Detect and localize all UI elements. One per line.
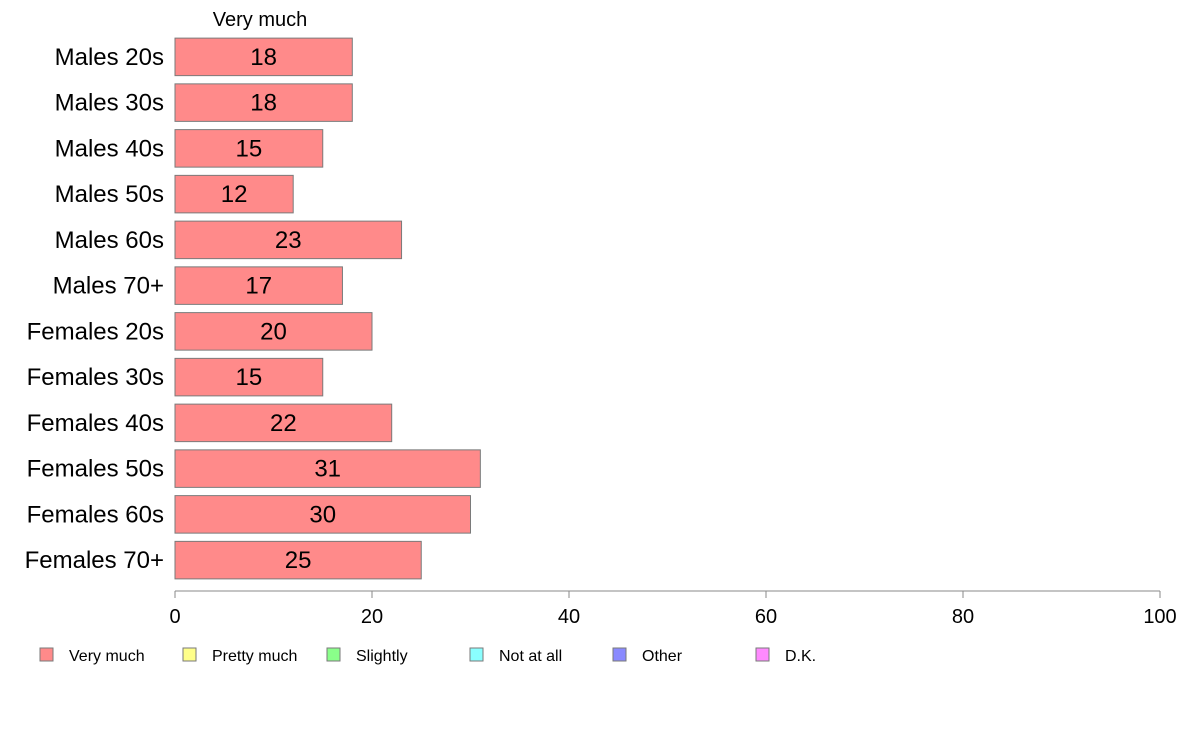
- legend-swatch: [755, 647, 770, 662]
- bar-value-label: 15: [236, 135, 263, 162]
- bar: [174, 37, 353, 77]
- legend: Very much Pretty much Slightly Not at all Ot…: [39, 647, 816, 665]
- legend-label: Very much: [69, 648, 145, 665]
- bar: [174, 403, 393, 443]
- x-tick-label: 100: [1143, 606, 1176, 628]
- category-label: Females 60s: [27, 501, 164, 528]
- x-tick-label: 60: [755, 606, 777, 628]
- bar-value-label: 12: [221, 181, 248, 208]
- bar-value-label: 20: [260, 318, 287, 345]
- category-label: Males 70+: [53, 273, 164, 300]
- top-series-label: Very much: [213, 9, 307, 31]
- legend-swatch: [612, 647, 627, 662]
- bar: [174, 449, 481, 488]
- bar: [174, 312, 373, 351]
- bar-value-label: 23: [275, 227, 302, 254]
- category-label: Males 60s: [55, 227, 164, 254]
- legend-label: Pretty much: [212, 648, 297, 665]
- bar-value-label: 17: [245, 273, 272, 300]
- legend-label: Slightly: [356, 648, 408, 665]
- bar: [174, 174, 294, 214]
- bar: [174, 266, 343, 305]
- legend-label: Other: [642, 648, 683, 665]
- bar-value-label: 15: [236, 364, 263, 391]
- x-axis: 0 20 40 60 80 100: [169, 590, 1177, 628]
- bar-value-label: 25: [285, 547, 312, 574]
- bar-value-label: 18: [250, 90, 277, 117]
- x-tick-label: 20: [361, 606, 383, 628]
- legend-swatch: [326, 647, 341, 662]
- x-tick-label: 80: [952, 606, 974, 628]
- x-tick-label: 0: [169, 606, 180, 628]
- bar: [174, 129, 324, 168]
- bar: [174, 357, 324, 397]
- legend-swatch: [469, 647, 484, 662]
- x-tick-label: 40: [558, 606, 580, 628]
- category-label: Males 40s: [55, 135, 164, 162]
- bar: [174, 220, 403, 260]
- category-label: Males 20s: [55, 44, 164, 71]
- bar-value-label: 30: [309, 501, 336, 528]
- category-label: Males 30s: [55, 90, 164, 117]
- category-label: Males 50s: [55, 181, 164, 208]
- bars-group: Males 20s 18 Males 30s 18 Males 40s 15 Males 5…: [25, 37, 481, 580]
- category-label: Females 70+: [25, 547, 164, 574]
- bar-value-label: 31: [314, 456, 341, 483]
- legend-label: Not at all: [499, 648, 562, 665]
- bar: [174, 495, 471, 534]
- bar-value-label: 22: [270, 410, 297, 437]
- category-label: Females 20s: [27, 318, 164, 345]
- bar: [174, 540, 422, 580]
- bar: [174, 83, 353, 122]
- bar-value-label: 18: [250, 44, 277, 71]
- category-label: Females 50s: [27, 456, 164, 483]
- category-label: Females 30s: [27, 364, 164, 391]
- legend-swatch: [182, 647, 197, 662]
- legend-label: D.K.: [785, 648, 816, 665]
- category-label: Females 40s: [27, 410, 164, 437]
- legend-swatch: [39, 647, 54, 662]
